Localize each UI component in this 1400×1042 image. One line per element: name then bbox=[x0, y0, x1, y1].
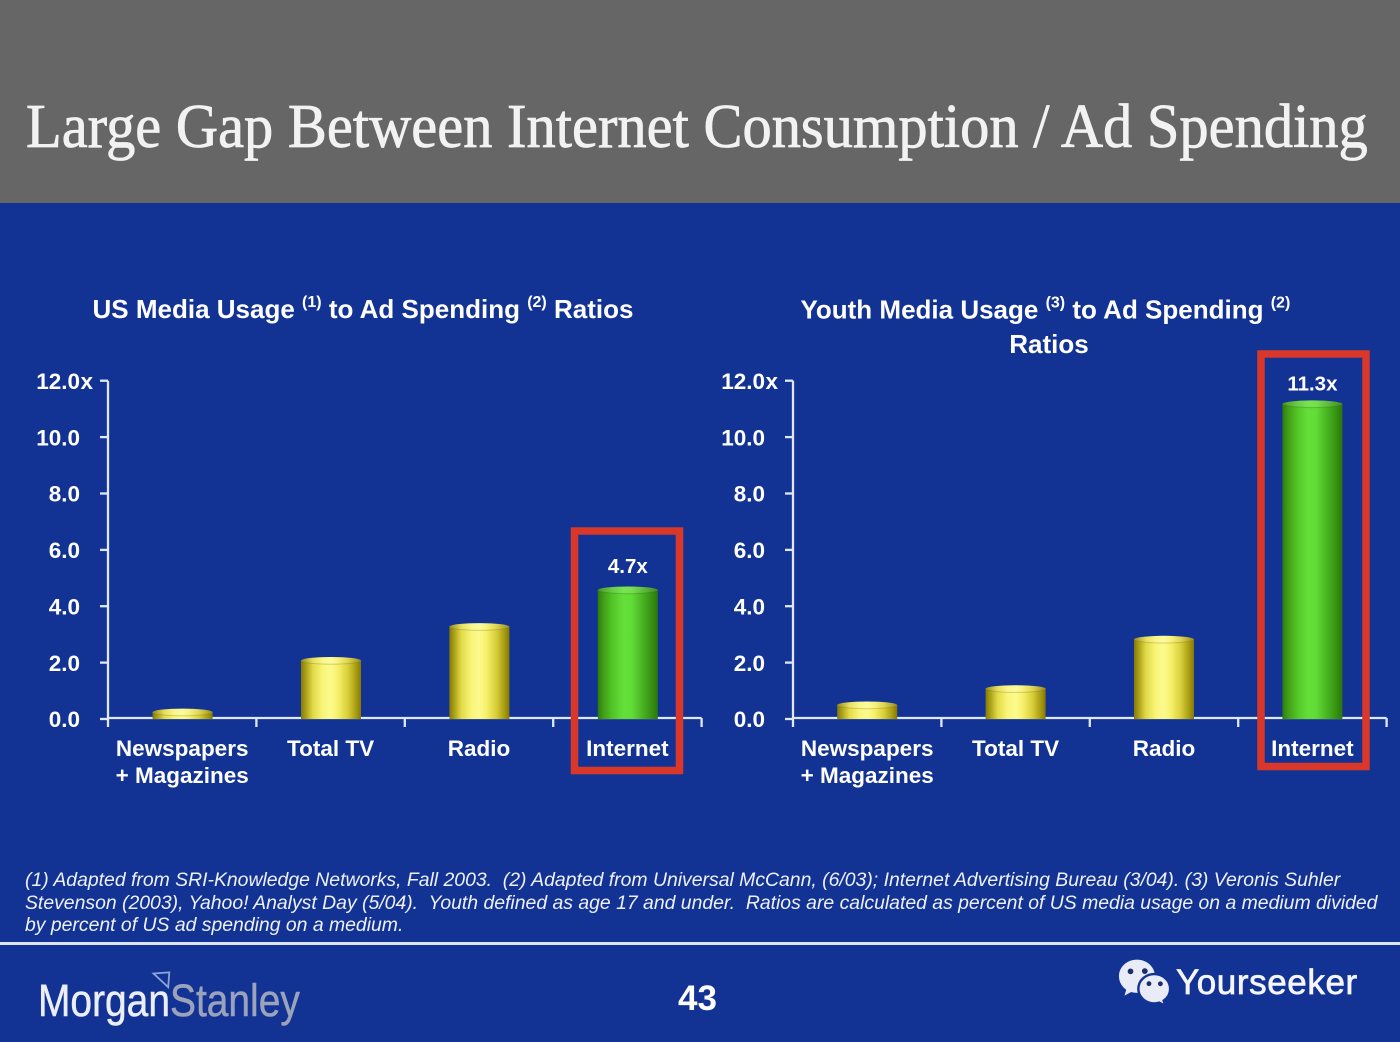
svg-text:12.0: 12.0 bbox=[721, 369, 765, 394]
svg-text:Radio: Radio bbox=[448, 736, 511, 761]
svg-text:11.3x: 11.3x bbox=[1287, 373, 1338, 396]
svg-text:12.0: 12.0 bbox=[36, 369, 80, 394]
svg-text:x: x bbox=[81, 369, 94, 394]
svg-text:Internet: Internet bbox=[1271, 736, 1354, 761]
svg-text:0.0: 0.0 bbox=[49, 707, 80, 732]
svg-text:Radio: Radio bbox=[1133, 736, 1196, 761]
svg-text:8.0: 8.0 bbox=[49, 482, 80, 507]
svg-text:x: x bbox=[766, 369, 779, 394]
svg-text:2.0: 2.0 bbox=[49, 651, 80, 676]
svg-text:Total TV: Total TV bbox=[287, 736, 374, 761]
svg-text:4.0: 4.0 bbox=[734, 594, 765, 619]
svg-text:Youth Media Usage (3) to Ad Sp: Youth Media Usage (3) to Ad Spending (2) bbox=[800, 295, 1297, 325]
svg-text:10.0: 10.0 bbox=[721, 425, 765, 450]
svg-text:2.0: 2.0 bbox=[734, 651, 765, 676]
svg-text:+ Magazines: + Magazines bbox=[116, 763, 249, 788]
svg-text:Ratios: Ratios bbox=[1009, 329, 1088, 359]
svg-text:0.0: 0.0 bbox=[734, 707, 765, 732]
svg-text:Newspapers: Newspapers bbox=[801, 736, 934, 761]
svg-text:4.0: 4.0 bbox=[49, 594, 80, 619]
svg-text:4.7x: 4.7x bbox=[608, 555, 648, 578]
svg-text:Newspapers: Newspapers bbox=[116, 736, 249, 761]
svg-text:Total TV: Total TV bbox=[972, 736, 1059, 761]
svg-text:+ Magazines: + Magazines bbox=[801, 763, 934, 788]
svg-text:US Media Usage (1) to Ad Spend: US Media Usage (1) to Ad Spending (2) Ra… bbox=[93, 294, 634, 324]
svg-text:6.0: 6.0 bbox=[734, 538, 765, 563]
svg-text:10.0: 10.0 bbox=[36, 425, 80, 450]
svg-text:6.0: 6.0 bbox=[49, 538, 80, 563]
svg-text:Internet: Internet bbox=[586, 736, 669, 761]
svg-text:8.0: 8.0 bbox=[734, 482, 765, 507]
